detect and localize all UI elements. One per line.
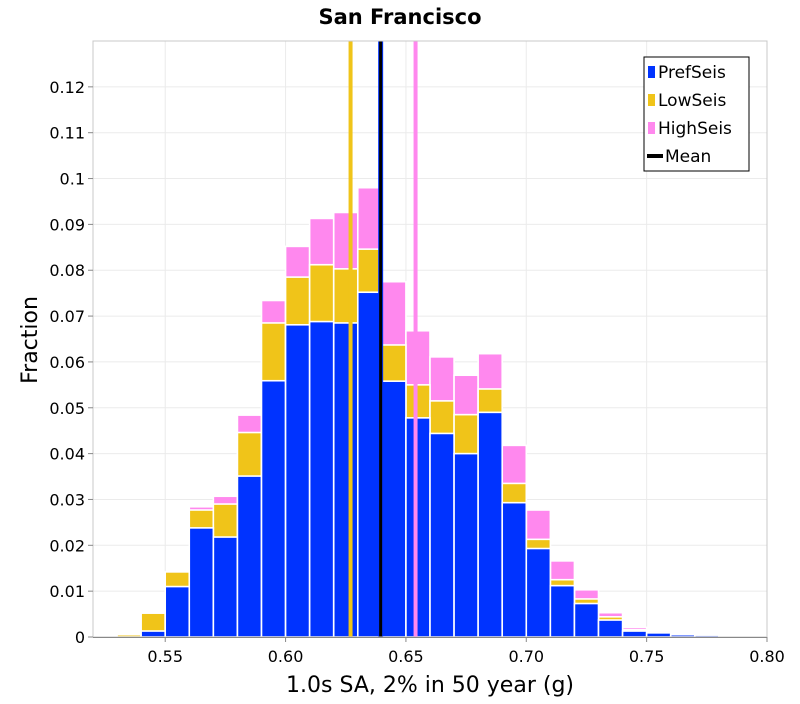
bar-prefseis (334, 323, 358, 637)
legend-label-mean: Mean (665, 147, 711, 167)
bar-prefseis (237, 476, 261, 637)
y-tick-label: 0.03 (49, 490, 85, 509)
bar-prefseis (454, 454, 478, 637)
x-tick-label: 0.60 (268, 647, 304, 666)
legend-label-highseis: HighSeis (658, 119, 732, 139)
y-tick-label: 0.02 (49, 536, 85, 555)
bar-prefseis (502, 503, 526, 637)
x-tick-label: 0.55 (147, 647, 183, 666)
y-tick-label: 0.04 (49, 445, 85, 464)
bar-prefseis (478, 412, 502, 637)
y-tick-label: 0.12 (49, 78, 85, 97)
y-tick-label: 0.01 (49, 582, 85, 601)
x-axis-label: 1.0s SA, 2% in 50 year (g) (286, 673, 574, 698)
y-tick-label: 0.11 (49, 124, 85, 143)
y-tick-label: 0.1 (60, 170, 85, 189)
legend-swatch-prefseis (648, 66, 655, 78)
bar-prefseis (647, 633, 671, 637)
x-tick-label: 0.75 (629, 647, 665, 666)
bar-prefseis (382, 381, 406, 637)
bar-prefseis (623, 631, 647, 637)
bar-prefseis (213, 537, 237, 637)
bar-prefseis (550, 586, 574, 637)
legend-swatch-lowseis (648, 94, 655, 106)
bar-prefseis (430, 433, 454, 637)
bar-prefseis (189, 528, 213, 637)
y-tick-label: 0 (75, 628, 85, 647)
bar-prefseis (262, 381, 286, 637)
y-tick-label: 0.08 (49, 261, 85, 280)
bar-prefseis (406, 418, 430, 637)
y-tick-label: 0.09 (49, 215, 85, 234)
bar-prefseis (310, 322, 334, 637)
legend: PrefSeis LowSeis HighSeis Mean (644, 57, 749, 171)
bar-prefseis (574, 604, 598, 637)
x-tick-label: 0.65 (388, 647, 424, 666)
y-tick-label: 0.07 (49, 307, 85, 326)
legend-label-lowseis: LowSeis (658, 91, 726, 111)
y-tick-label: 0.06 (49, 353, 85, 372)
legend-swatch-highseis (648, 122, 655, 134)
y-axis-label: Fraction (18, 296, 43, 384)
y-tick-label: 0.05 (49, 399, 85, 418)
bar-prefseis (141, 631, 165, 637)
x-tick-label: 0.70 (508, 647, 544, 666)
bar-prefseis (599, 620, 623, 637)
chart-title: San Francisco (318, 5, 481, 29)
legend-label-prefseis: PrefSeis (658, 63, 726, 83)
bar-prefseis (286, 325, 310, 637)
bar-prefseis (526, 549, 550, 637)
bar-prefseis (165, 587, 189, 637)
x-tick-label: 0.80 (749, 647, 785, 666)
